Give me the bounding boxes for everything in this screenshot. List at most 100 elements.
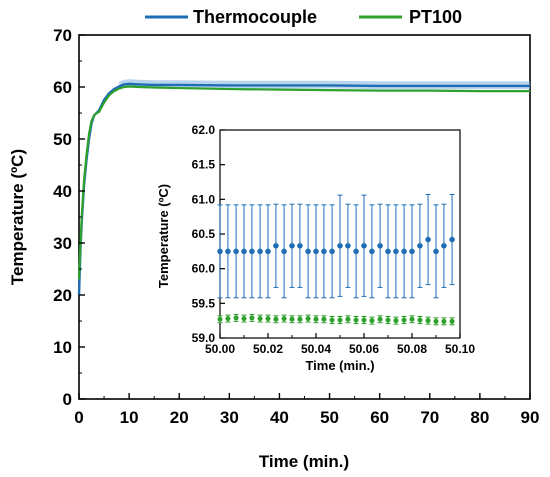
inset-point-thermocouple — [225, 248, 231, 255]
inset-point-thermocouple — [425, 236, 431, 243]
inset-point-thermocouple — [449, 236, 455, 243]
main-y-tick-label: 0 — [63, 390, 72, 409]
main-x-tick-label: 60 — [370, 408, 389, 427]
inset-point-thermocouple — [313, 248, 319, 255]
inset-point-thermocouple — [417, 242, 423, 249]
inset-point-pt100 — [233, 315, 239, 321]
inset-point-pt100 — [249, 315, 255, 321]
main-x-tick-label: 70 — [420, 408, 439, 427]
inset-point-thermocouple — [393, 248, 399, 255]
inset-point-thermocouple — [297, 242, 303, 249]
inset-point-pt100 — [433, 318, 439, 324]
inset-point-thermocouple — [377, 242, 383, 249]
inset-x-axis-title: Time (min.) — [305, 358, 374, 373]
inset-point-pt100 — [241, 316, 247, 322]
inset-point-pt100 — [409, 316, 415, 322]
inset-point-pt100 — [265, 316, 271, 322]
main-y-tick-label: 60 — [53, 78, 72, 97]
main-x-tick-label: 20 — [170, 408, 189, 427]
main-x-tick-label: 90 — [521, 408, 540, 427]
main-x-ticks: 0 10 20 30 40 50 60 70 80 90 — [74, 393, 539, 427]
main-y-tick-label: 50 — [53, 130, 72, 149]
inset-point-pt100 — [257, 316, 263, 322]
inset-point-thermocouple — [369, 248, 375, 255]
inset-point-pt100 — [441, 318, 447, 324]
inset-point-pt100 — [297, 316, 303, 322]
legend-label-thermocouple: Thermocouple — [193, 7, 317, 27]
inset-point-thermocouple — [441, 242, 447, 249]
inset-point-pt100 — [369, 318, 375, 324]
inset-point-thermocouple — [345, 242, 351, 249]
inset-point-pt100 — [321, 316, 327, 322]
inset-point-thermocouple — [329, 248, 335, 255]
inset-point-thermocouple — [233, 248, 239, 255]
inset-point-thermocouple — [433, 248, 439, 255]
legend: Thermocouple PT100 — [145, 7, 462, 27]
main-x-tick-label: 80 — [470, 408, 489, 427]
inset-point-pt100 — [385, 317, 391, 323]
inset-y-tick-label: 61.5 — [192, 158, 216, 172]
inset-point-thermocouple — [337, 242, 343, 249]
inset-point-pt100 — [449, 318, 455, 324]
inset-plot: 50.00 50.02 50.04 50.06 50.08 50.10 59.0 59.5 6… — [156, 123, 475, 373]
main-y-tick-label: 20 — [53, 286, 72, 305]
main-y-ticks: 0 10 20 30 40 50 60 70 — [53, 26, 85, 409]
legend-label-pt100: PT100 — [409, 7, 462, 27]
inset-point-pt100 — [345, 316, 351, 322]
inset-x-tick-label: 50.10 — [445, 342, 475, 356]
inset-x-tick-label: 50.02 — [253, 342, 283, 356]
inset-point-thermocouple — [217, 248, 223, 255]
inset-point-pt100 — [393, 318, 399, 324]
main-x-tick-label: 0 — [74, 408, 83, 427]
inset-y-ticks: 59.0 59.5 60.0 60.5 61.0 61.5 62.0 — [192, 123, 225, 345]
main-x-tick-label: 40 — [270, 408, 289, 427]
inset-point-thermocouple — [305, 248, 311, 255]
main-y-tick-label: 70 — [53, 26, 72, 45]
inset-series-layer — [217, 193, 455, 326]
main-y-tick-label: 30 — [53, 234, 72, 253]
inset-y-tick-label: 62.0 — [192, 123, 216, 137]
inset-point-thermocouple — [273, 242, 279, 249]
inset-point-thermocouple — [361, 242, 367, 249]
inset-y-tick-label: 59.0 — [192, 331, 216, 345]
main-x-axis-title: Time (min.) — [259, 452, 349, 471]
inset-point-pt100 — [401, 317, 407, 323]
inset-y-tick-label: 60.0 — [192, 262, 216, 276]
inset-point-pt100 — [289, 316, 295, 322]
inset-x-ticks: 50.00 50.02 50.04 50.06 50.08 50.10 — [205, 333, 475, 356]
inset-point-pt100 — [361, 317, 367, 323]
inset-x-tick-label: 50.08 — [397, 342, 427, 356]
inset-point-thermocouple — [281, 248, 287, 255]
inset-x-tick-label: 50.06 — [349, 342, 379, 356]
inset-point-thermocouple — [249, 248, 255, 255]
inset-point-pt100 — [417, 317, 423, 323]
main-y-tick-label: 40 — [53, 182, 72, 201]
inset-point-pt100 — [377, 316, 383, 322]
inset-point-thermocouple — [257, 248, 263, 255]
inset-point-thermocouple — [353, 248, 359, 255]
inset-x-tick-label: 50.04 — [301, 342, 331, 356]
inset-point-pt100 — [305, 316, 311, 322]
inset-x-tick-label: 50.00 — [205, 342, 235, 356]
inset-point-pt100 — [273, 316, 279, 322]
main-plot: 0 10 20 30 40 50 60 70 80 90 0 10 20 30 40 50 60 70 Time… — [8, 26, 539, 471]
inset-point-pt100 — [225, 316, 231, 322]
main-series-layer — [77, 79, 530, 296]
inset-point-pt100 — [281, 316, 287, 322]
inset-point-pt100 — [329, 317, 335, 323]
series-line-pt100 — [77, 85, 530, 280]
main-x-tick-label: 30 — [220, 408, 239, 427]
inset-point-pt100 — [425, 318, 431, 324]
inset-point-thermocouple — [265, 248, 271, 255]
inset-point-pt100 — [337, 317, 343, 323]
inset-point-thermocouple — [409, 248, 415, 255]
inset-point-pt100 — [313, 316, 319, 322]
inset-y-axis-title: Temperature (ºC) — [156, 184, 171, 288]
inset-y-tick-label: 60.5 — [192, 227, 216, 241]
main-x-tick-label: 50 — [320, 408, 339, 427]
inset-point-thermocouple — [241, 248, 247, 255]
inset-point-thermocouple — [401, 248, 407, 255]
inset-y-tick-label: 59.5 — [192, 296, 216, 310]
